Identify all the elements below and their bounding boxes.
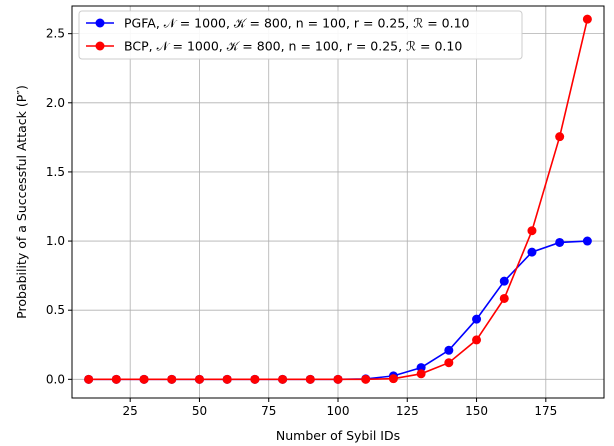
legend-marker — [95, 41, 105, 51]
data-point — [84, 374, 94, 384]
x-axis-ticks: 25 50 75 100 125 150 175 — [123, 398, 557, 418]
x-tick-label: 75 — [261, 404, 276, 418]
data-point — [333, 374, 343, 384]
plot-frame — [71, 5, 605, 399]
y-tick-label: 2.5 — [46, 27, 65, 41]
data-point — [499, 276, 509, 286]
x-axis-label: Number of Sybil IDs — [276, 428, 400, 443]
data-point — [388, 374, 398, 384]
y-tick-label: 2.0 — [46, 96, 65, 110]
data-point — [582, 236, 592, 246]
data-point — [361, 374, 371, 384]
x-tick-label: 125 — [396, 404, 419, 418]
legend-item: PGFA, 𝒩 = 1000, 𝒦 = 800, n = 100, r = 0.… — [86, 16, 470, 31]
legend-label: PGFA, 𝒩 = 1000, 𝒦 = 800, n = 100, r = 0.… — [124, 16, 470, 31]
data-point — [416, 369, 426, 379]
data-point — [444, 358, 454, 368]
legend: PGFA, 𝒩 = 1000, 𝒦 = 800, n = 100, r = 0.… — [78, 10, 523, 60]
data-point — [472, 335, 482, 345]
legend-item: BCP, 𝒩 = 1000, 𝒦 = 800, n = 100, r = 0.2… — [86, 39, 462, 54]
series-1 — [84, 14, 592, 384]
y-axis-label: Probability of a Successful Attack (P″) — [14, 85, 29, 319]
data-point — [278, 374, 288, 384]
x-tick-label: 100 — [327, 404, 350, 418]
y-tick-label: 0.0 — [46, 372, 65, 386]
data-point — [472, 314, 482, 324]
data-point — [444, 345, 454, 355]
x-tick-label: 25 — [123, 404, 138, 418]
legend-label: BCP, 𝒩 = 1000, 𝒦 = 800, n = 100, r = 0.2… — [124, 39, 462, 54]
data-point — [194, 374, 204, 384]
data-point — [582, 14, 592, 24]
data-point — [527, 226, 537, 236]
y-axis-ticks: 0.0 0.5 1.0 1.5 2.0 2.5 — [46, 27, 72, 386]
data-point — [416, 363, 426, 373]
data-point — [499, 293, 509, 303]
data-point — [222, 374, 232, 384]
data-point — [250, 374, 260, 384]
legend-marker — [95, 18, 105, 28]
series-group — [84, 14, 592, 384]
data-point — [555, 237, 565, 247]
y-tick-label: 0.5 — [46, 303, 65, 317]
y-tick-label: 1.0 — [46, 234, 65, 248]
data-point — [167, 374, 177, 384]
x-tick-label: 150 — [465, 404, 488, 418]
x-tick-label: 50 — [192, 404, 207, 418]
legend-box — [78, 10, 523, 60]
data-point — [305, 374, 315, 384]
data-point — [555, 132, 565, 142]
data-point — [111, 374, 121, 384]
data-point — [139, 374, 149, 384]
x-tick-label: 175 — [534, 404, 557, 418]
data-point — [527, 247, 537, 257]
grid-lines — [72, 6, 604, 398]
y-tick-label: 1.5 — [46, 165, 65, 179]
